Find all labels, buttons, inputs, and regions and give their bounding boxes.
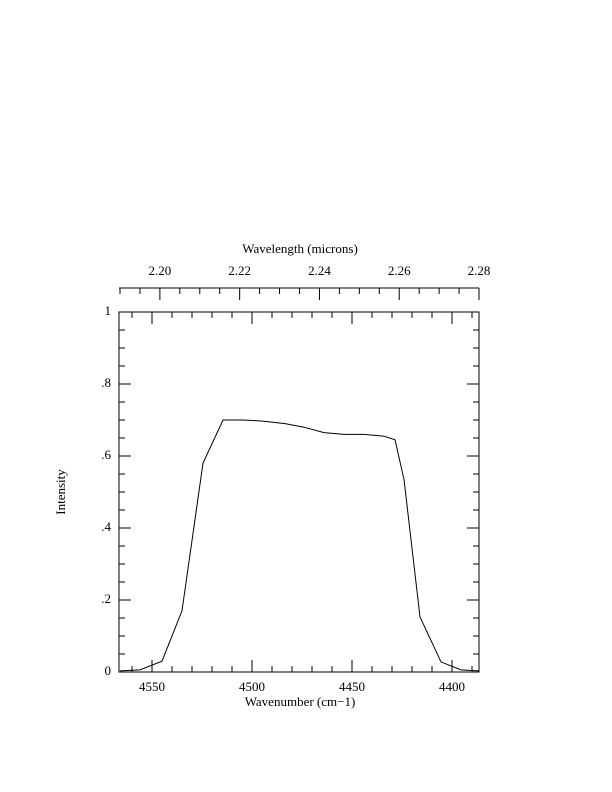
top-tick-label: 2.26 bbox=[388, 263, 411, 278]
y-tick-label: .2 bbox=[101, 591, 111, 606]
plot-frame bbox=[118, 311, 480, 673]
x-axis-label: Wavenumber (cm−1) bbox=[245, 694, 356, 709]
y-tick-label: .4 bbox=[101, 519, 111, 534]
x-tick-label: 4400 bbox=[439, 679, 465, 694]
y-tick-label: .6 bbox=[101, 447, 111, 462]
top-axis-label: Wavelength (microns) bbox=[242, 241, 358, 256]
top-tick-label: 2.20 bbox=[149, 263, 172, 278]
y-tick-label: 0 bbox=[105, 663, 112, 678]
x-tick-label: 4550 bbox=[139, 679, 165, 694]
x-tick-label: 4500 bbox=[239, 679, 265, 694]
top-tick-label: 2.24 bbox=[308, 263, 331, 278]
data-line bbox=[119, 419, 480, 672]
y-tick-label: .8 bbox=[101, 375, 111, 390]
top-tick-label: 2.22 bbox=[228, 263, 251, 278]
x-tick-label: 4450 bbox=[339, 679, 365, 694]
y-tick-label: 1 bbox=[105, 303, 112, 318]
top-tick-label: 2.28 bbox=[468, 263, 491, 278]
y-axis-label: Intensity bbox=[53, 469, 68, 515]
